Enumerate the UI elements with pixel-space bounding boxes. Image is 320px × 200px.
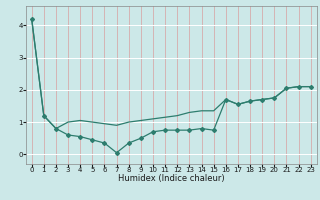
X-axis label: Humidex (Indice chaleur): Humidex (Indice chaleur) (118, 174, 225, 183)
